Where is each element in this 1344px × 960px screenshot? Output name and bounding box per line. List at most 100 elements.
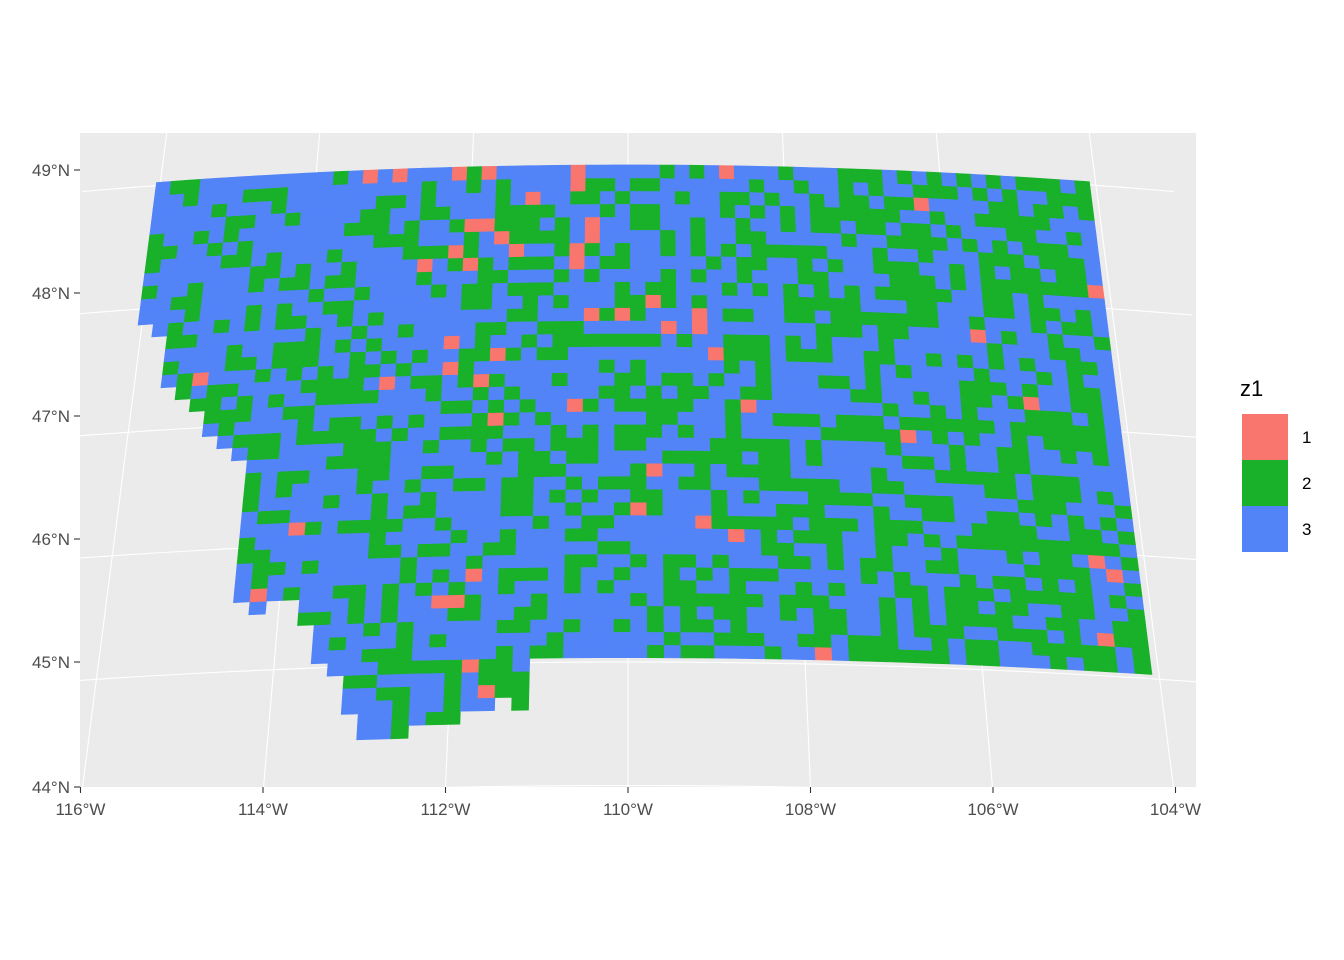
raster-cell: [524, 204, 541, 218]
raster-cell: [417, 543, 435, 558]
raster-cell: [766, 243, 783, 258]
raster-cell: [1068, 385, 1087, 401]
raster-cell: [614, 397, 631, 412]
raster-cell: [264, 432, 282, 447]
raster-cell: [906, 299, 924, 315]
raster-cell: [828, 271, 845, 286]
raster-cell: [375, 686, 395, 701]
raster-cell: [553, 268, 570, 283]
raster-cell: [468, 477, 487, 492]
raster-cell: [946, 237, 964, 252]
raster-cell: [1006, 549, 1025, 565]
raster-cell: [988, 368, 1007, 383]
raster-cell: [729, 606, 748, 621]
raster-cell: [475, 308, 493, 323]
raster-cell: [1079, 347, 1098, 363]
raster-cell: [738, 321, 755, 335]
raster-cell: [583, 294, 601, 309]
raster-cell: [1082, 245, 1100, 260]
raster-cell: [394, 647, 414, 662]
raster-cell: [430, 296, 447, 311]
raster-cell: [550, 411, 568, 426]
raster-cell: [677, 411, 695, 425]
raster-cell: [565, 514, 583, 529]
raster-cell: [312, 236, 330, 251]
raster-cell: [1025, 421, 1044, 437]
raster-cell: [284, 211, 302, 227]
raster-cell: [585, 177, 601, 192]
raster-cell: [904, 274, 922, 289]
raster-cell: [383, 556, 402, 572]
raster-cell: [197, 190, 215, 206]
raster-cell: [354, 506, 372, 521]
raster-cell: [961, 405, 979, 421]
raster-cell: [436, 477, 455, 492]
raster-cell: [1036, 525, 1055, 541]
raster-cell: [449, 555, 468, 570]
raster-cell: [465, 554, 484, 569]
raster-cell: [675, 216, 692, 231]
raster-cell: [890, 299, 908, 314]
raster-cell: [722, 307, 739, 322]
raster-cell: [391, 181, 408, 196]
raster-cell: [1080, 360, 1099, 376]
raster-cell: [314, 598, 334, 613]
raster-cell: [710, 450, 728, 465]
raster-cell: [630, 320, 647, 334]
raster-cell: [897, 390, 915, 405]
raster-cell: [694, 489, 712, 503]
raster-cell: [411, 646, 430, 661]
raster-cell: [188, 268, 206, 284]
raster-cell: [892, 325, 910, 340]
raster-cell: [955, 173, 973, 188]
raster-cell: [694, 502, 713, 516]
raster-cell: [714, 644, 732, 659]
raster-cell: [331, 377, 350, 392]
raster-cell: [794, 192, 811, 207]
raster-cell: [597, 488, 615, 503]
raster-cell: [598, 410, 616, 425]
raster-cell: [395, 634, 414, 649]
raster-cell: [866, 169, 884, 184]
raster-cell: [460, 295, 478, 310]
raster-cell: [883, 195, 901, 210]
raster-cell: [726, 463, 744, 478]
raster-cell: [293, 456, 312, 472]
raster-cell: [563, 605, 582, 620]
raster-cell: [241, 342, 259, 358]
raster-cell: [909, 351, 928, 367]
raster-cell: [1006, 240, 1024, 255]
raster-cell: [1104, 555, 1123, 571]
raster-cell: [630, 372, 647, 386]
raster-cell: [958, 560, 977, 576]
raster-cell: [381, 595, 400, 610]
raster-cell: [387, 246, 404, 261]
raster-cell: [265, 419, 283, 434]
raster-cell: [419, 504, 437, 519]
raster-cell: [1123, 582, 1143, 598]
raster-cell: [461, 269, 479, 285]
raster-cell: [630, 255, 646, 270]
raster-cell: [852, 168, 869, 183]
raster-cell: [779, 606, 798, 621]
raster-cell: [704, 165, 720, 179]
raster-cell: [770, 360, 788, 375]
raster-cell: [336, 532, 355, 547]
raster-cell: [439, 412, 457, 428]
raster-cell: [991, 394, 1010, 409]
raster-cell: [900, 222, 918, 237]
raster-cell: [326, 442, 345, 457]
raster-cell: [615, 203, 631, 218]
raster-cell: [1099, 658, 1119, 673]
raster-cell: [644, 164, 661, 179]
raster-cell: [846, 608, 865, 623]
raster-cell: [780, 218, 797, 233]
raster-cell: [660, 281, 677, 296]
raster-cell: [397, 595, 416, 610]
raster-cell: [162, 360, 180, 376]
raster-cell: [238, 536, 257, 552]
raster-cell: [823, 491, 842, 506]
raster-cell: [1110, 478, 1130, 494]
raster-cell: [953, 314, 971, 330]
raster-cell: [1066, 372, 1085, 388]
